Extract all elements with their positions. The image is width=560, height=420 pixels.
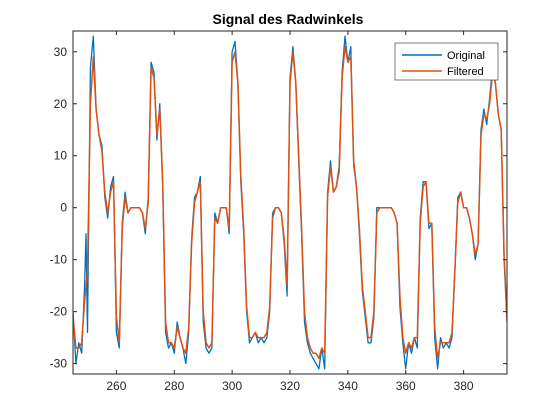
y-tick-label: -10 [50,253,68,267]
y-tick-label: 0 [60,201,67,215]
x-tick-label: 280 [164,379,184,393]
x-tick-label: 300 [222,379,242,393]
x-tick-label: 260 [106,379,126,393]
series-line-filtered [73,45,507,360]
x-tick-label: 360 [396,379,416,393]
chart-title: Signal des Radwinkels [213,11,364,27]
y-tick-label: -30 [50,357,68,371]
y-tick-label: 10 [54,149,68,163]
legend-label-filtered: Filtered [447,66,484,78]
y-tick-label: -20 [50,305,68,319]
x-axis: 260 280 300 320 340 360 380 [106,31,474,393]
legend-box [394,42,499,81]
y-axis: 30 20 10 0 -10 -20 -30 [50,45,507,371]
legend: Original Filtered [394,42,499,81]
legend-label-original: Original [447,50,485,62]
y-tick-label: 20 [54,97,68,111]
y-tick-label: 30 [54,45,68,59]
x-tick-label: 320 [280,379,300,393]
x-tick-label: 380 [454,379,474,393]
series-layer [73,35,507,370]
x-tick-label: 340 [338,379,358,393]
